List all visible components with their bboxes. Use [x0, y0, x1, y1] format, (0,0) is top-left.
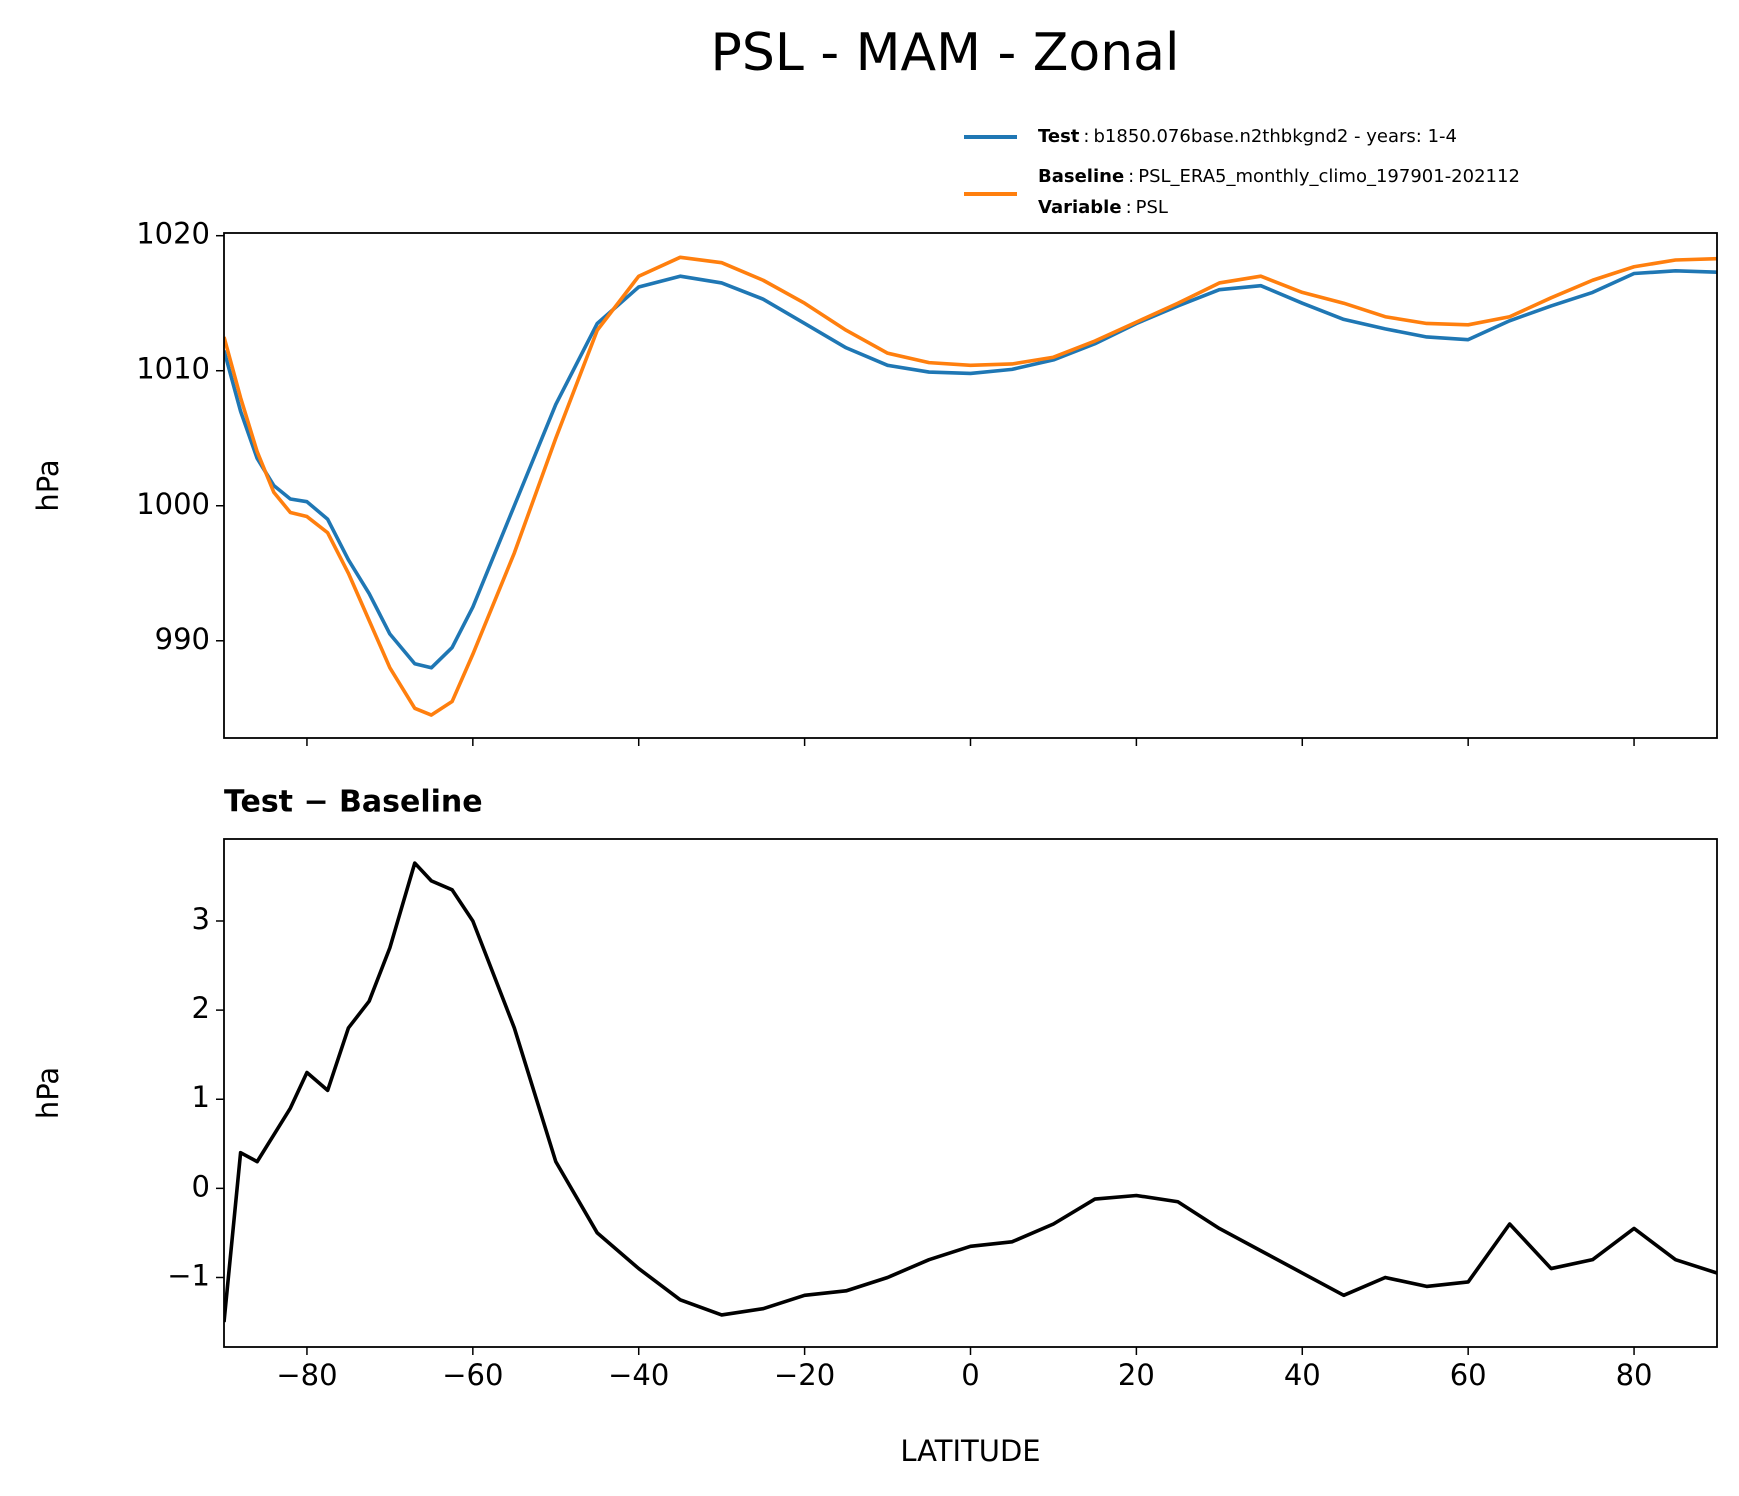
data-line: [224, 861, 1717, 1323]
legend-separator: :: [1128, 166, 1134, 187]
y-tick-label: 990: [155, 622, 210, 656]
subplot-title: Test − Baseline: [224, 785, 483, 820]
y-tick-label: 2: [192, 991, 210, 1025]
axes-frame: [223, 232, 1718, 739]
data-line: [224, 269, 1717, 670]
y-tick-label: 3: [192, 902, 210, 936]
x-tick-label: −40: [608, 1358, 669, 1392]
legend-label: PSL: [1136, 197, 1168, 218]
data-line: [224, 255, 1717, 717]
x-tick-label: 0: [961, 1358, 979, 1392]
x-tick-label: 60: [1450, 1358, 1487, 1392]
legend-entry: Baseline: PSL_ERA5_monthly_climo_197901-2…: [1038, 166, 1520, 187]
x-axis-label: LATITUDE: [900, 1434, 1040, 1468]
axes-frame: [223, 838, 1718, 1348]
y-tick-label: 1: [192, 1080, 210, 1114]
y-axis-label: hPa: [31, 459, 65, 511]
y-tick-label: −1: [167, 1258, 210, 1292]
legend-name: Variable: [1038, 197, 1122, 218]
x-tick-label: 40: [1284, 1358, 1321, 1392]
legend-label: b1850.076base.n2thbkgnd2 - years: 1-4: [1094, 126, 1458, 147]
x-tick-label: −80: [276, 1358, 337, 1392]
x-tick-label: 20: [1118, 1358, 1155, 1392]
y-axis-label: hPa: [31, 1067, 65, 1119]
legend-entry: Test: b1850.076base.n2thbkgnd2 - years: 1…: [1038, 126, 1457, 147]
legend-name: Test: [1038, 126, 1080, 147]
y-tick-label: 1020: [136, 217, 210, 251]
y-tick-label: 0: [192, 1169, 210, 1203]
x-tick-label: −20: [774, 1358, 835, 1392]
legend-separator: :: [1126, 197, 1132, 218]
x-tick-label: 80: [1616, 1358, 1653, 1392]
y-tick-label: 1000: [136, 487, 210, 521]
y-tick-label: 1010: [136, 352, 210, 386]
legend-separator: :: [1083, 126, 1089, 147]
figure-title: PSL - MAM - Zonal: [711, 23, 1180, 83]
legend-label: PSL_ERA5_monthly_climo_197901-202112: [1138, 166, 1520, 187]
legend-name: Baseline: [1038, 166, 1124, 187]
legend-note: Variable: PSL: [1038, 197, 1168, 218]
x-tick-label: −60: [442, 1358, 503, 1392]
